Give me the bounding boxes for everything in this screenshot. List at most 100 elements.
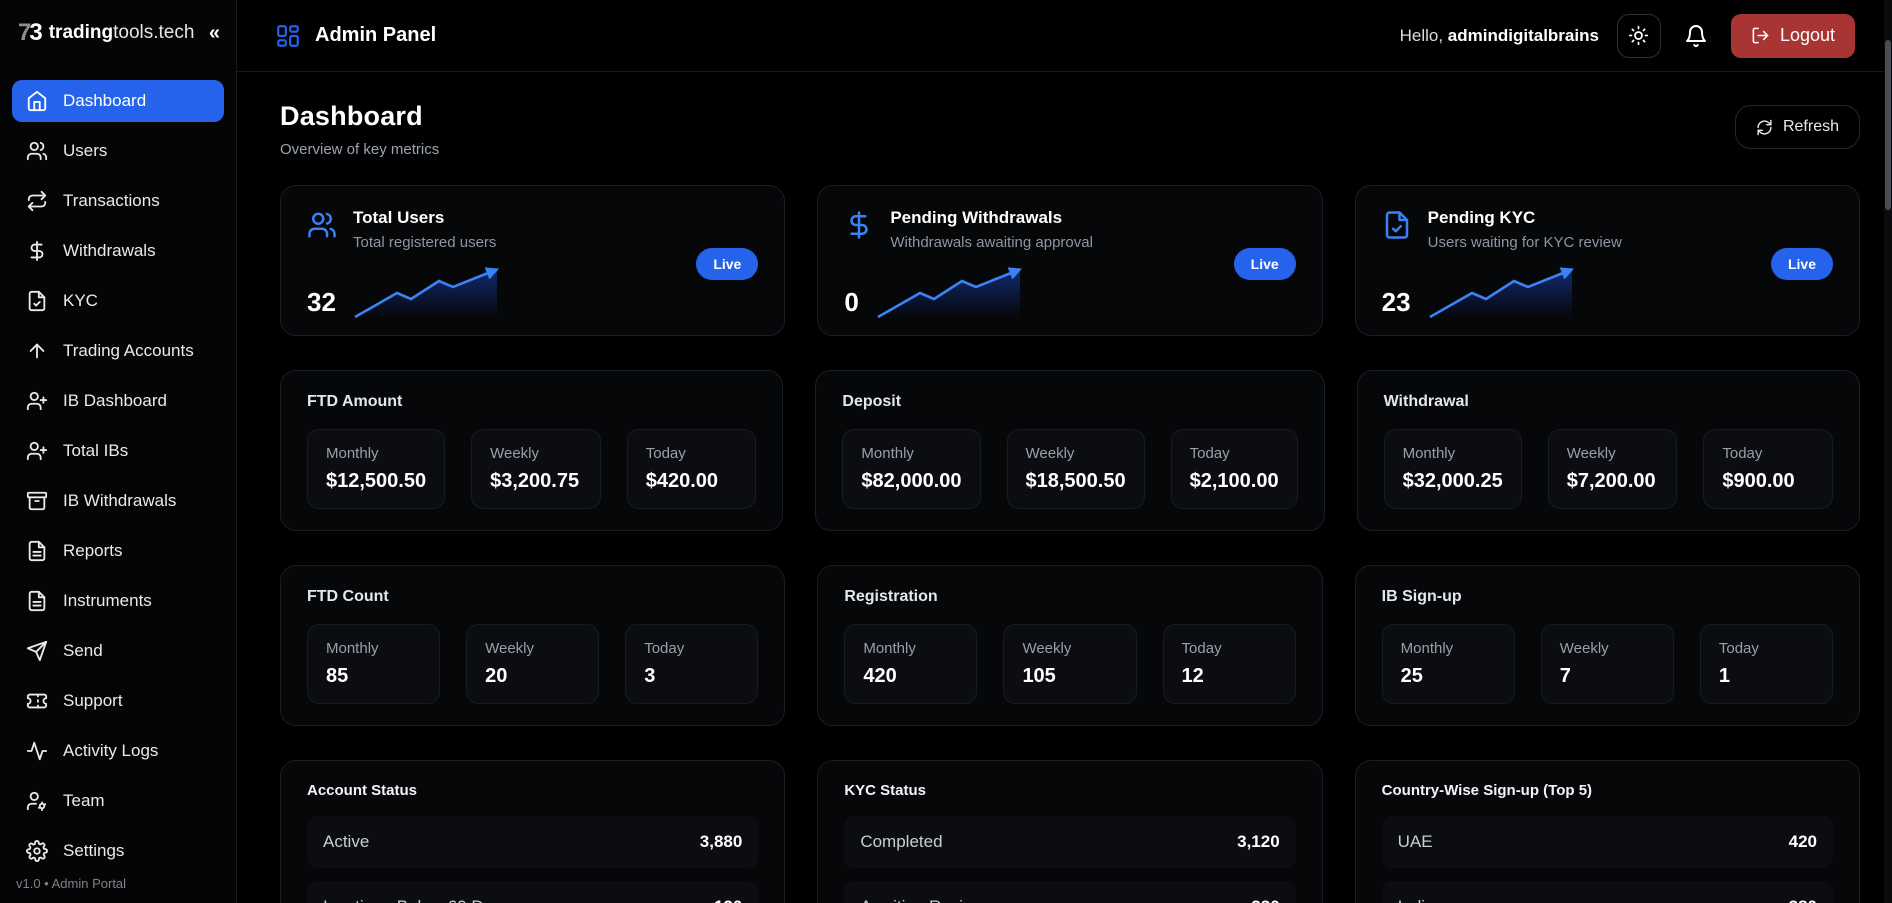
metric-tile: Today 3 — [625, 624, 759, 704]
sidebar-item-instruments[interactable]: Instruments — [12, 580, 224, 622]
sidebar-item-label: KYC — [63, 291, 98, 310]
sidebar-item-send[interactable]: Send — [12, 630, 224, 672]
metric-tile: Monthly $32,000.25 — [1383, 429, 1522, 509]
sidebar-item-label: Trading Accounts — [63, 341, 194, 360]
tile-label: Today — [1722, 445, 1763, 462]
sidebar-item-reports[interactable]: Reports — [12, 530, 224, 572]
sidebar-item-withdrawals[interactable]: Withdrawals — [12, 230, 224, 272]
file-text-icon — [28, 590, 46, 612]
sidebar-item-ib-dashboard[interactable]: IB Dashboard — [12, 380, 224, 422]
theme-toggle-button[interactable] — [1616, 13, 1661, 58]
sidebar-item-dashboard[interactable]: Dashboard — [12, 80, 224, 122]
tile-value: $3,200.75 — [490, 470, 580, 492]
tile-value: $32,000.25 — [1402, 470, 1503, 492]
ticket-icon — [26, 693, 48, 709]
metric-tile: Monthly $12,500.50 — [307, 429, 446, 509]
list-row: Active 3,880 — [307, 816, 759, 868]
list-title: KYC Status — [844, 782, 927, 799]
username: admindigitalbrains — [1447, 25, 1599, 45]
stat-title: Total Users — [353, 208, 445, 227]
sidebar-item-label: IB Dashboard — [63, 391, 167, 410]
tile-value: 25 — [1400, 665, 1423, 687]
greeting: Hello, admindigitalbrains — [1399, 25, 1599, 45]
dollar-icon — [30, 240, 44, 262]
metric-card-ib-signup: IB Sign-up Monthly 25 Weekly 7 Today 1 — [1354, 565, 1860, 726]
metric-title: Withdrawal — [1383, 393, 1469, 410]
tile-value: 1 — [1718, 665, 1730, 687]
file-check-icon — [28, 290, 46, 312]
tile-label: Monthly — [1400, 640, 1454, 657]
stat-card-pending-withdrawals: Pending Withdrawals Withdrawals awaiting… — [817, 185, 1323, 336]
sidebar-item-support[interactable]: Support — [12, 680, 224, 722]
topbar: Admin Panel Hello, admindigitalbrains Lo… — [237, 0, 1892, 72]
version-label: v1.0 • Admin Portal — [16, 876, 127, 891]
status-lists-row: Account Status Active 3,880 Inactive - Be… — [280, 760, 1860, 903]
list-row: India 380 — [1381, 881, 1833, 903]
tile-label: Today — [1181, 640, 1222, 657]
sidebar-item-transactions[interactable]: Transactions — [12, 180, 224, 222]
sidebar-item-trading-accounts[interactable]: Trading Accounts — [12, 330, 224, 372]
metric-tile: Weekly 105 — [1003, 624, 1137, 704]
metric-card-deposit: Deposit Monthly $82,000.00 Weekly $18,500.… — [815, 370, 1325, 531]
metric-title: FTD Count — [307, 588, 389, 605]
row-value: 230 — [1251, 897, 1279, 903]
tile-label: Weekly — [1559, 640, 1609, 657]
logout-icon — [1752, 27, 1769, 44]
tile-label: Monthly — [326, 445, 379, 462]
sidebar-item-label: Users — [63, 141, 108, 160]
brand: 73 tradingtools.tech « — [0, 0, 236, 65]
tile-label: Monthly — [863, 640, 916, 657]
user-gear-icon — [26, 791, 47, 812]
metric-tile: Monthly 85 — [307, 624, 441, 704]
repeat-icon — [27, 190, 47, 212]
tile-value: $420.00 — [645, 470, 719, 492]
tile-value: 105 — [1022, 665, 1056, 687]
sidebar-item-users[interactable]: Users — [12, 130, 224, 172]
gear-icon — [26, 840, 48, 862]
metric-title: Registration — [844, 588, 938, 605]
sidebar-item-team[interactable]: Team — [12, 780, 224, 822]
notifications-button[interactable] — [1679, 14, 1713, 58]
stat-card-pending-kyc: Pending KYC Users waiting for KYC review… — [1354, 185, 1860, 336]
metric-tile: Today $420.00 — [626, 429, 757, 509]
sidebar-item-label: Dashboard — [63, 91, 147, 110]
sparkline-chart — [1428, 267, 1574, 319]
sidebar-item-kyc[interactable]: KYC — [12, 280, 224, 322]
list-title: Account Status — [307, 782, 418, 799]
home-icon — [27, 90, 47, 112]
tile-value: 85 — [326, 665, 349, 687]
logout-button[interactable]: Logout — [1730, 13, 1855, 58]
collapse-sidebar-button[interactable]: « — [208, 21, 220, 44]
sidebar-nav: Dashboard Users Transactions Withdrawals… — [0, 65, 236, 872]
metric-title: FTD Amount — [307, 393, 403, 410]
tile-value: $7,200.00 — [1566, 470, 1656, 492]
row-value: 120 — [714, 897, 742, 903]
stat-value: 23 — [1381, 287, 1411, 317]
refresh-button[interactable]: Refresh — [1734, 105, 1860, 149]
metric-tile: Weekly 7 — [1540, 624, 1674, 704]
sidebar-item-activity-logs[interactable]: Activity Logs — [12, 730, 224, 772]
scrollbar-thumb[interactable] — [1885, 40, 1891, 210]
live-badge: Live — [1770, 248, 1833, 280]
users-icon — [26, 141, 48, 161]
tile-label: Weekly — [1566, 445, 1616, 462]
file-check-icon — [1385, 211, 1408, 239]
sidebar-item-settings[interactable]: Settings — [12, 830, 224, 872]
tile-value: 420 — [863, 665, 897, 687]
brand-name: tradingtools.tech — [48, 21, 195, 43]
row-label: Completed — [860, 832, 943, 851]
stat-subtitle: Withdrawals awaiting approval — [890, 234, 1093, 251]
tile-label: Weekly — [1022, 640, 1072, 657]
tile-label: Weekly — [1025, 445, 1075, 462]
metric-title: Deposit — [842, 393, 902, 410]
sidebar-item-label: Settings — [63, 841, 125, 860]
sidebar-item-total-ibs[interactable]: Total IBs — [12, 430, 224, 472]
sidebar-item-label: IB Withdrawals — [63, 491, 177, 510]
sidebar-item-label: Send — [63, 641, 103, 660]
list-row: Inactive - Below 60 Days 120 — [307, 881, 759, 903]
brand-logo-icon: 73 — [18, 18, 43, 46]
sidebar-item-label: Team — [63, 791, 105, 810]
activity-icon — [26, 741, 48, 761]
metric-tile: Monthly 420 — [844, 624, 978, 704]
sidebar-item-ib-withdrawals[interactable]: IB Withdrawals — [12, 480, 224, 522]
